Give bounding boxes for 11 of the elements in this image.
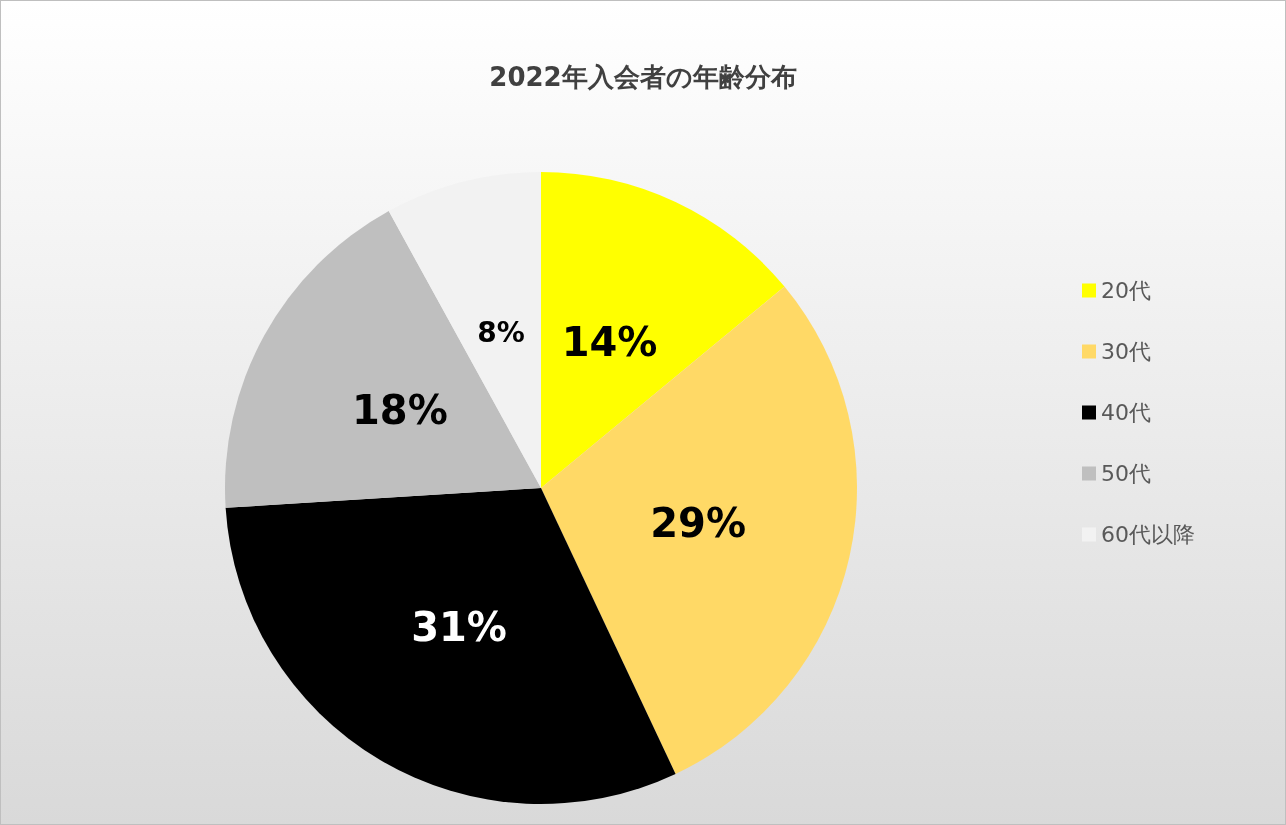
data-label: 31% [411, 603, 507, 650]
legend-label: 50代 [1101, 461, 1152, 486]
legend-label: 40代 [1101, 400, 1152, 425]
legend-label: 20代 [1101, 278, 1152, 303]
legend-label: 30代 [1101, 339, 1152, 364]
data-label: 18% [352, 387, 448, 434]
data-label: 14% [561, 319, 658, 366]
data-label: 29% [650, 500, 746, 547]
chart-title: 2022年入会者の年齢分布 [489, 62, 797, 92]
legend-label: 60代以降 [1101, 522, 1196, 547]
data-label: 8% [477, 315, 525, 349]
